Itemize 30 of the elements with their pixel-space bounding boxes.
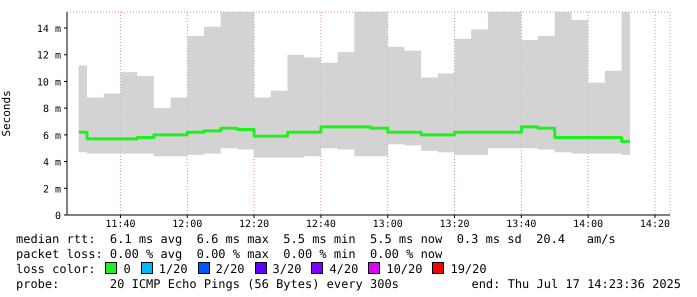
x-tick-label: 14:20: [640, 219, 670, 230]
text: packet loss: 0.00 % avg 0.00 % max 0.00 % min 0.00 % now: [16, 247, 444, 262]
x-tick-label: 13:20: [439, 219, 470, 230]
y-tick-label: 10 m: [36, 77, 61, 88]
x-tick-label: 13:40: [506, 219, 536, 230]
x-tick-label: 14:00: [573, 219, 604, 230]
y-tick-label: 2 m: [42, 184, 61, 196]
y-axis-title: Seconds: [0, 90, 13, 137]
y-tick-label: 6 m: [42, 130, 61, 142]
x-tick-label: 12:20: [239, 219, 270, 230]
x-tick-label: 11:40: [105, 219, 136, 230]
text: probe: 20 ICMP Echo Pings (56 Bytes) every 300s: [16, 277, 399, 292]
x-tick-label: 13:00: [372, 219, 403, 230]
legend-label: 2/20: [214, 262, 245, 277]
x-tick-label: 12:40: [306, 219, 336, 230]
text: median rtt: 6.1 ms avg 6.6 ms max 5.5 ms min 5.5 ms now 0.3 ms sd 20.4 am/s: [16, 232, 617, 247]
legend-label: 3/20: [272, 262, 302, 277]
y-tick-label: 14 m: [36, 24, 61, 36]
y-tick-label: 12 m: [36, 50, 61, 62]
legend-label: 10/20: [385, 262, 422, 277]
text: loss color:: [16, 262, 96, 277]
legend-label: 4/20: [328, 262, 358, 277]
y-tick-label: 0: [54, 211, 61, 222]
legend-label: 1/20: [158, 262, 188, 277]
text: end: Thu Jul 17 14:23:36 2025: [471, 277, 681, 292]
y-tick-label: 4 m: [42, 158, 61, 169]
legend-label: 19/20: [449, 262, 487, 277]
x-tick-label: 12:00: [172, 219, 202, 230]
legend-label: 0: [122, 262, 131, 277]
y-tick-label: 8 m: [42, 104, 61, 116]
